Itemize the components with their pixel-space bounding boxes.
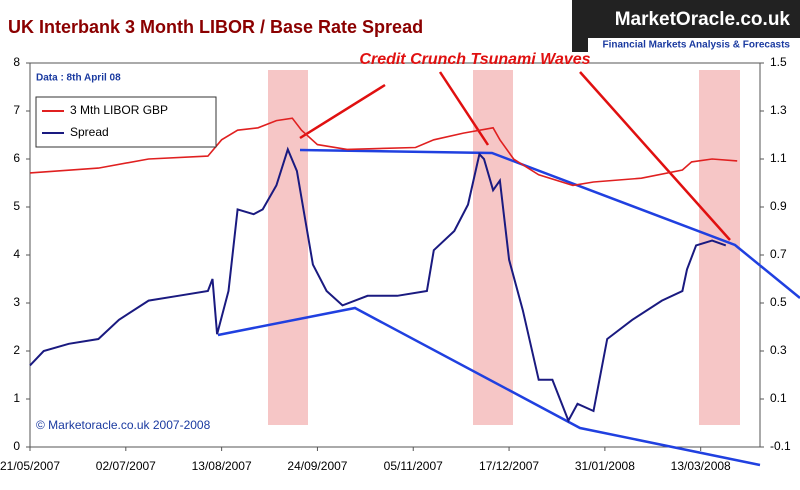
y2-tick-label: 0.9 xyxy=(770,199,787,213)
y-tick-label: 7 xyxy=(13,103,20,117)
annotation: Credit Crunch Tsunami Waves xyxy=(359,51,590,68)
series-line xyxy=(29,146,727,423)
arrow xyxy=(299,83,386,140)
x-tick-label: 02/07/2007 xyxy=(96,459,156,473)
y-tick-label: 2 xyxy=(13,343,20,357)
y2-tick-label: 1.1 xyxy=(770,151,787,165)
logo-tagline: Financial Markets Analysis & Forecasts xyxy=(603,40,791,51)
logo: MarketOracle.co.uk xyxy=(615,9,791,30)
y2-tick-label: 1.5 xyxy=(770,55,787,69)
y2-tick-label: 1.3 xyxy=(770,103,787,117)
arrow xyxy=(438,71,490,146)
x-tick-label: 13/03/2008 xyxy=(671,459,731,473)
legend-label: Spread xyxy=(70,125,109,139)
crunch-band xyxy=(268,70,308,425)
x-tick-label: 17/12/2007 xyxy=(479,459,539,473)
x-tick-label: 24/09/2007 xyxy=(287,459,347,473)
copyright: © Marketoracle.co.uk 2007-2008 xyxy=(36,418,211,432)
y-tick-label: 1 xyxy=(13,391,20,405)
arrows xyxy=(299,71,731,241)
crunch-band xyxy=(699,70,740,425)
y2-tick-label: 0.1 xyxy=(770,391,787,405)
y2-tick-label: 0.3 xyxy=(770,343,787,357)
y-tick-label: 8 xyxy=(13,55,20,69)
arrow xyxy=(579,71,731,241)
subtitle: Data : 8th April 08 xyxy=(36,73,121,84)
legend-label: 3 Mth LIBOR GBP xyxy=(70,103,168,117)
y-tick-label: 4 xyxy=(13,247,20,261)
x-tick-label: 31/01/2008 xyxy=(575,459,635,473)
series-line xyxy=(29,117,738,187)
y2-tick-label: 0.7 xyxy=(770,247,787,261)
y-tick-label: 6 xyxy=(13,151,20,165)
trend-line xyxy=(299,148,800,299)
y2-tick-label: 0.5 xyxy=(770,295,787,309)
y-tick-label: 5 xyxy=(13,199,20,213)
trend-lines xyxy=(217,148,800,467)
tagline-box xyxy=(588,38,800,52)
x-tick-label: 05/11/2007 xyxy=(384,459,443,473)
trend-line xyxy=(217,306,761,467)
x-tick-label: 13/08/2007 xyxy=(192,459,252,473)
legend-box xyxy=(35,96,217,148)
x-tick-label: 21/05/2007 xyxy=(0,459,60,473)
y-tick-label: 3 xyxy=(13,295,20,309)
highlight-bands xyxy=(268,70,740,425)
y-tick-label: 0 xyxy=(13,439,20,453)
y2-tick-label: -0.1 xyxy=(770,439,791,453)
chart-title: UK Interbank 3 Month LIBOR / Base Rate S… xyxy=(8,17,423,37)
